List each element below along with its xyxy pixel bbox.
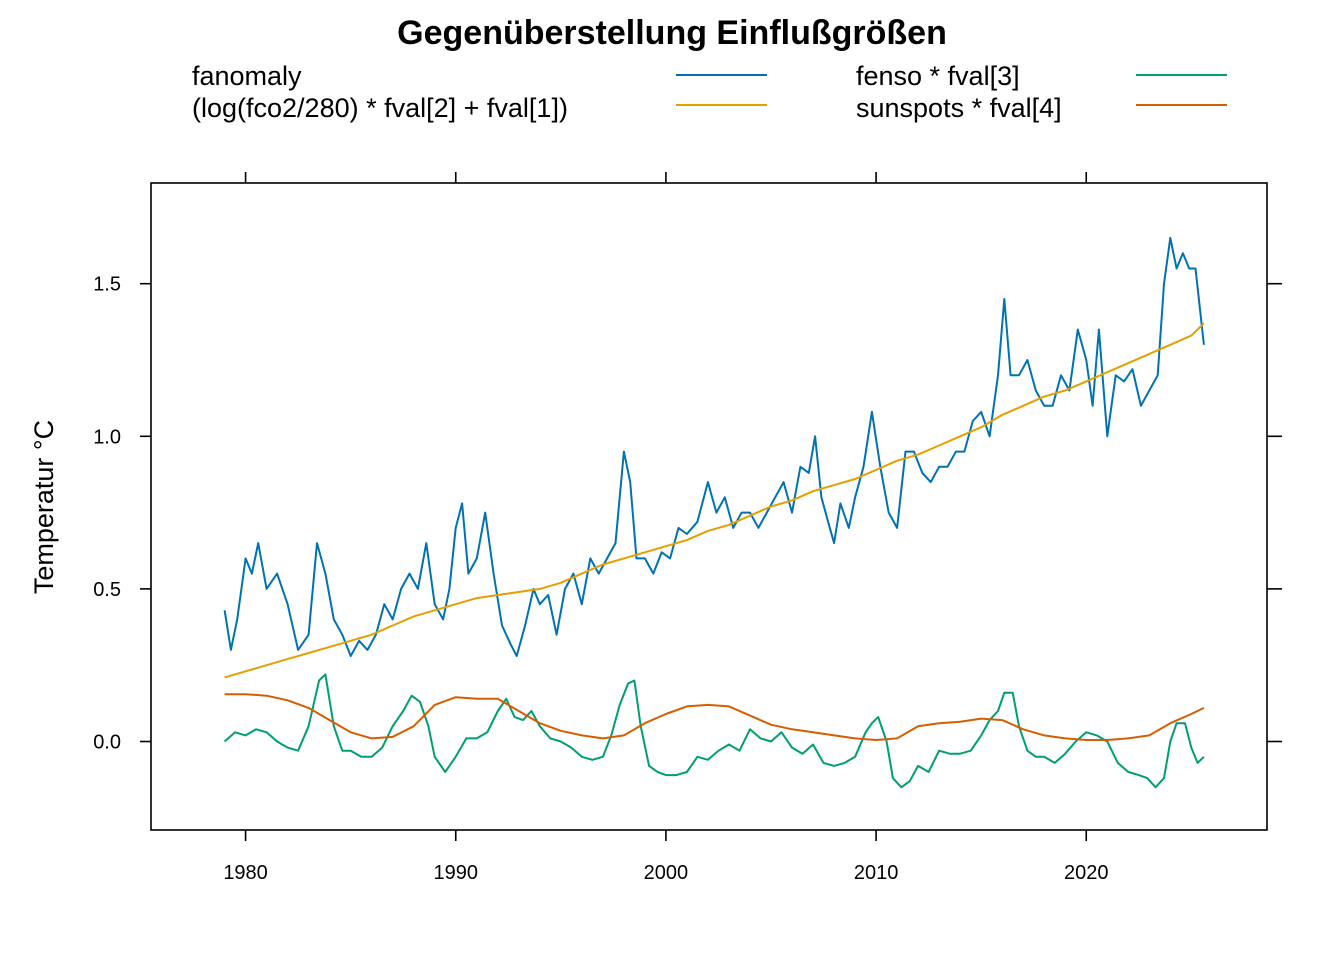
legend-label: fanomaly bbox=[192, 61, 302, 91]
legend-label: (log(fco2/280) * fval[2] + fval[1]) bbox=[192, 93, 568, 123]
y-tick-label: 1.5 bbox=[93, 274, 121, 296]
y-tick-label: 0.0 bbox=[93, 731, 121, 753]
x-tick-label: 1980 bbox=[223, 862, 268, 884]
legend-label: fenso * fval[3] bbox=[856, 61, 1020, 91]
axes: 1980 1990 2000 2010 2020 0.0 0.5 1.0 1.5 bbox=[93, 172, 1282, 884]
y-tick-label: 1.0 bbox=[93, 426, 121, 448]
plot-frame bbox=[150, 182, 1268, 831]
legend-label: sunspots * fval[4] bbox=[856, 93, 1062, 123]
series-lines bbox=[223, 236, 1205, 789]
x-tick-label: 2010 bbox=[854, 862, 899, 884]
series-line-3 bbox=[223, 673, 1205, 789]
x-tick-label: 2020 bbox=[1064, 862, 1109, 884]
y-tick-label: 0.5 bbox=[93, 579, 121, 601]
series-line-4 bbox=[224, 693, 1205, 741]
legend: fanomaly(log(fco2/280) * fval[2] + fval[… bbox=[192, 61, 1227, 123]
x-tick-label: 2000 bbox=[644, 862, 689, 884]
y-axis-label: Temperatur °C bbox=[29, 420, 59, 594]
series-line-2 bbox=[224, 322, 1205, 679]
series-line-1 bbox=[223, 236, 1205, 657]
x-tick-label: 1990 bbox=[433, 862, 478, 884]
chart-title: Gegenüberstellung Einflußgrößen bbox=[397, 14, 947, 52]
